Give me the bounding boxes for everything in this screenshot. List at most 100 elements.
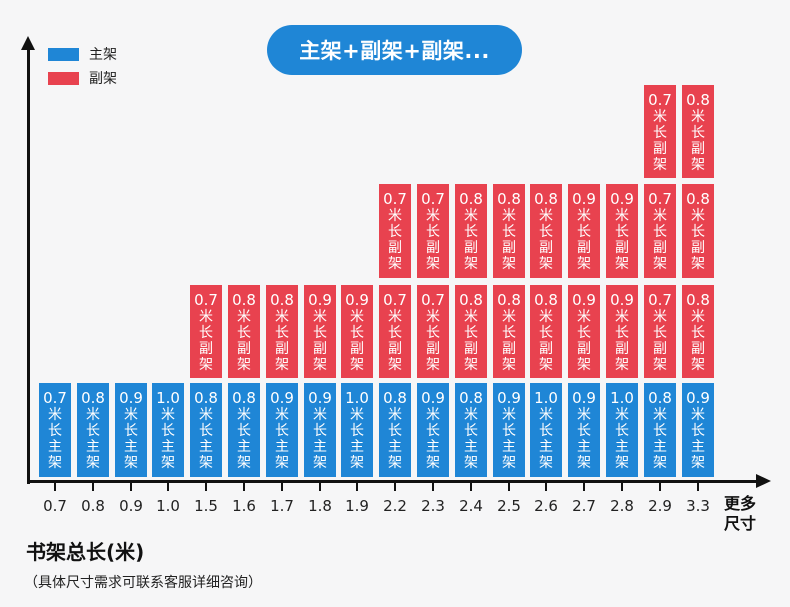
x-tick-label: 2.4: [459, 497, 483, 515]
segment-label-char: 长: [388, 423, 402, 439]
segment-label-char: 长: [615, 325, 629, 341]
segment-label-char: 长: [464, 423, 478, 439]
segment-label-char: 架: [161, 455, 175, 471]
segment-label-char: 副: [237, 341, 251, 357]
x-more-sizes-label: 更多 尺寸: [724, 494, 764, 534]
segment-label-char: 副: [577, 341, 591, 357]
segment-label-char: 米: [502, 407, 516, 423]
segment-label-char: 架: [502, 256, 516, 272]
segment-label-char: 米: [388, 407, 402, 423]
x-tick-label: 2.8: [610, 497, 634, 515]
segment-label-char: 长: [237, 325, 251, 341]
segment-length-value: 0.9: [572, 389, 596, 407]
segment-label-char: 架: [313, 455, 327, 471]
segment-label-char: 长: [388, 224, 402, 240]
segment-label-char: 架: [502, 357, 516, 373]
sub-shelf-segment: 0.9 米长副架: [568, 285, 600, 378]
y-axis: [27, 44, 30, 484]
segment-label-char: 米: [350, 407, 364, 423]
main-shelf-segment: 1.0 米长主架: [152, 383, 184, 477]
x-tick: [545, 483, 547, 491]
segment-length-value: 0.8: [686, 190, 710, 208]
segment-label-char: 架: [691, 455, 705, 471]
segment-length-value: 0.8: [459, 190, 483, 208]
segment-label-char: 架: [275, 357, 289, 373]
segment-label-char: 架: [237, 357, 251, 373]
segment-label-char: 副: [388, 240, 402, 256]
sub-shelf-segment: 0.8 米长副架: [493, 184, 525, 278]
segment-length-value: 0.7: [383, 291, 407, 309]
segment-label-char: 米: [237, 309, 251, 325]
segment-label-char: 米: [237, 407, 251, 423]
sub-shelf-segment: 0.9 米长副架: [606, 184, 638, 278]
title-pill: 主架+副架+副架...: [267, 25, 522, 75]
segment-label-char: 主: [48, 439, 62, 455]
segment-length-value: 0.8: [383, 389, 407, 407]
x-axis: [27, 480, 759, 483]
segment-length-value: 0.7: [43, 389, 67, 407]
segment-label-char: 副: [653, 341, 667, 357]
segment-length-value: 0.9: [610, 190, 634, 208]
segment-label-char: 米: [615, 407, 629, 423]
segment-label-char: 米: [539, 309, 553, 325]
x-tick: [167, 483, 169, 491]
segment-label-char: 副: [615, 341, 629, 357]
segment-label-char: 米: [577, 208, 591, 224]
x-tick: [356, 483, 358, 491]
segment-length-value: 0.7: [648, 291, 672, 309]
segment-label-char: 米: [539, 208, 553, 224]
segment-label-char: 米: [426, 208, 440, 224]
x-tick: [130, 483, 132, 491]
sub-shelf-segment: 0.8 米长副架: [455, 285, 487, 378]
x-tick-label: 0.7: [43, 497, 67, 515]
segment-label-char: 长: [161, 423, 175, 439]
main-shelf-segment: 0.9 米长主架: [682, 383, 714, 477]
segment-label-char: 主: [313, 439, 327, 455]
sub-shelf-segment: 0.8 米长副架: [530, 184, 562, 278]
legend-swatch-main: [48, 48, 79, 61]
x-tick-label: 1.5: [194, 497, 218, 515]
segment-label-char: 米: [577, 309, 591, 325]
segment-label-char: 米: [350, 309, 364, 325]
sub-shelf-segment: 0.8 米长副架: [682, 285, 714, 378]
segment-label-char: 主: [388, 439, 402, 455]
segment-label-char: 副: [653, 141, 667, 157]
segment-label-char: 架: [350, 455, 364, 471]
x-axis-arrow-icon: [756, 474, 771, 488]
x-tick-label: 1.6: [232, 497, 256, 515]
segment-label-char: 米: [653, 208, 667, 224]
main-shelf-segment: 1.0 米长主架: [530, 383, 562, 477]
segment-label-char: 长: [124, 423, 138, 439]
segment-label-char: 米: [691, 309, 705, 325]
x-tick: [281, 483, 283, 491]
segment-label-char: 米: [199, 309, 213, 325]
segment-label-char: 架: [237, 455, 251, 471]
x-tick-label: 1.8: [308, 497, 332, 515]
segment-label-char: 架: [313, 357, 327, 373]
segment-label-char: 架: [653, 256, 667, 272]
segment-label-char: 副: [199, 341, 213, 357]
segment-label-char: 长: [539, 325, 553, 341]
segment-label-char: 副: [464, 240, 478, 256]
segment-label-char: 副: [275, 341, 289, 357]
main-shelf-segment: 0.8 米长主架: [455, 383, 487, 477]
segment-label-char: 架: [350, 357, 364, 373]
segment-label-char: 长: [577, 325, 591, 341]
sub-shelf-segment: 0.8 米长副架: [455, 184, 487, 278]
segment-label-char: 米: [502, 208, 516, 224]
sub-shelf-segment: 0.7 米长副架: [644, 184, 676, 278]
segment-length-value: 0.9: [421, 389, 445, 407]
segment-label-char: 主: [124, 439, 138, 455]
sub-shelf-segment: 0.7 米长副架: [379, 184, 411, 278]
segment-label-char: 米: [388, 309, 402, 325]
segment-label-char: 副: [691, 240, 705, 256]
segment-label-char: 长: [350, 325, 364, 341]
x-tick-label: 2.9: [648, 497, 672, 515]
sub-shelf-segment: 0.9 米长副架: [568, 184, 600, 278]
sub-shelf-segment: 0.7 米长副架: [190, 285, 222, 378]
segment-label-char: 架: [539, 256, 553, 272]
segment-length-value: 0.8: [232, 389, 256, 407]
segment-length-value: 0.9: [119, 389, 143, 407]
segment-label-char: 米: [313, 407, 327, 423]
segment-label-char: 架: [691, 357, 705, 373]
